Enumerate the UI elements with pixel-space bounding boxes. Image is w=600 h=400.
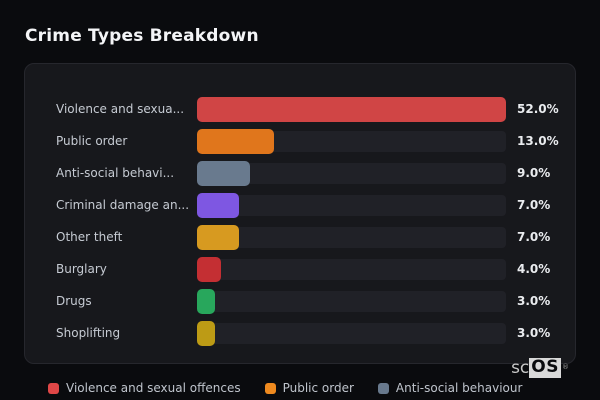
bar[interactable] <box>197 160 251 186</box>
page-title: Crime Types Breakdown <box>25 26 259 46</box>
bar-track <box>197 160 506 186</box>
legend-item[interactable]: Anti-social behaviour <box>377 381 523 395</box>
legend-swatch-icon <box>48 382 59 394</box>
chart-row: Criminal damage an... 7.0% <box>25 189 575 221</box>
category-label: Drugs <box>56 294 92 308</box>
bar[interactable] <box>197 224 239 250</box>
value-label: 3.0% <box>517 326 551 340</box>
value-label: 9.0% <box>517 166 551 180</box>
legend-item[interactable]: Violence and sexual offences <box>48 381 241 395</box>
value-label: 3.0% <box>517 294 551 308</box>
legend-swatch-icon <box>377 382 389 394</box>
logo-box: OS <box>529 357 561 378</box>
value-label: 52.0% <box>517 102 559 116</box>
value-label: 13.0% <box>517 134 559 148</box>
chart-row: Shoplifting 3.0% <box>25 317 575 349</box>
chart-row: Burglary 4.0% <box>25 253 575 285</box>
chart-row: Violence and sexua... 52.0% <box>25 93 575 125</box>
scos-watermark-logo: sc OS ® <box>511 358 569 378</box>
bar-track <box>197 96 506 122</box>
value-label: 4.0% <box>517 262 551 276</box>
bar[interactable] <box>197 128 275 154</box>
category-label: Other theft <box>56 230 123 244</box>
chart-legend: Violence and sexual offences Public orde… <box>48 381 522 395</box>
bar-track <box>197 256 506 282</box>
chart-row: Public order 13.0% <box>25 125 575 157</box>
legend-item[interactable]: Public order <box>264 381 354 395</box>
bar-chart: Violence and sexua... 52.0% Public order… <box>25 93 575 349</box>
value-label: 7.0% <box>517 230 551 244</box>
bar[interactable] <box>197 288 215 314</box>
bar[interactable] <box>197 96 506 122</box>
legend-label: Anti-social behaviour <box>395 381 523 395</box>
chart-row: Anti-social behavi... 9.0% <box>25 157 575 189</box>
bar[interactable] <box>197 192 239 218</box>
category-label: Anti-social behavi... <box>56 166 175 180</box>
logo-prefix: sc <box>511 358 530 378</box>
legend-label: Public order <box>282 381 354 395</box>
category-label: Violence and sexua... <box>56 102 185 116</box>
category-label: Criminal damage an... <box>56 198 190 212</box>
bar-track <box>197 320 506 346</box>
bar-track <box>197 192 506 218</box>
bar-track <box>197 224 506 250</box>
category-label: Burglary <box>56 262 107 276</box>
registered-mark-icon: ® <box>562 363 569 371</box>
crime-types-chart-panel: Violence and sexua... 52.0% Public order… <box>24 63 576 364</box>
chart-row: Drugs 3.0% <box>25 285 575 317</box>
chart-row: Other theft 7.0% <box>25 221 575 253</box>
bar-track <box>197 128 506 154</box>
bar[interactable] <box>197 256 221 282</box>
legend-swatch-icon <box>264 382 276 394</box>
bar[interactable] <box>197 320 215 346</box>
bar-track <box>197 288 506 314</box>
value-label: 7.0% <box>517 198 551 212</box>
category-label: Public order <box>56 134 128 148</box>
legend-label: Violence and sexual offences <box>66 381 241 395</box>
category-label: Shoplifting <box>56 326 121 340</box>
